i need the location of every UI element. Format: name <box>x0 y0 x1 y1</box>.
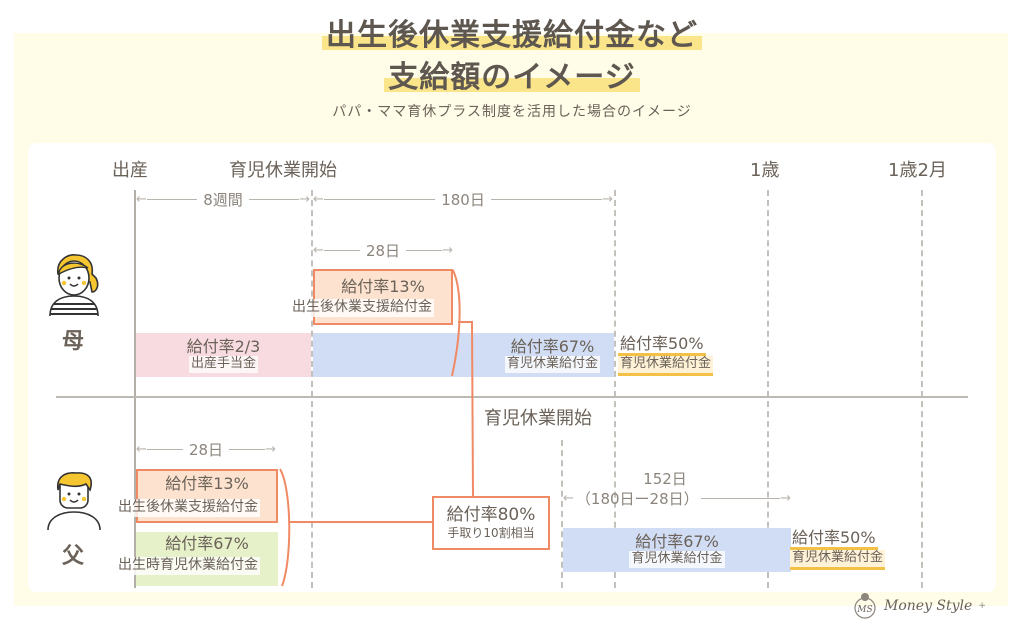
father-childcare-50-bar: 給付率50% 育児休業給付金 <box>790 527 925 571</box>
mother-avatar-icon <box>46 252 104 322</box>
mother-label: 母 <box>62 329 85 354</box>
brand-sup: + <box>978 601 986 611</box>
marker-age1-2m: 1歳2月 <box>888 160 947 181</box>
father-avatar-icon <box>46 470 104 536</box>
arrow-left-icon: ← <box>313 191 324 207</box>
arrow-right-icon: → <box>442 242 453 258</box>
father-postbirth-support-name: 出生後休業支援給付金 <box>116 499 260 517</box>
subtitle: パパ・ママ育休プラス制度を活用した場合のイメージ <box>332 104 692 120</box>
mother-leave-line <box>311 190 313 588</box>
arrow-left-icon: ← <box>313 242 324 258</box>
span-180days: ← 180日 → <box>313 190 614 209</box>
brand-logo: MS Money Style + <box>852 592 986 620</box>
title-line-2: 支給額のイメージ <box>0 52 1024 96</box>
divider-line <box>56 396 968 398</box>
father-label: 父 <box>62 544 85 569</box>
brand-mark-icon: MS <box>854 593 876 619</box>
father-birth-childcare-name: 出生時育児休業給付金 <box>116 557 260 575</box>
span-152days: ← （180日ー28日） → <box>563 489 791 508</box>
father-leave-line <box>561 440 563 588</box>
span-father-28days: ← 28日 → <box>136 440 276 459</box>
arrow-right-icon: → <box>780 490 791 506</box>
age1-2m-line <box>921 190 923 588</box>
mother-childcare-50-bar: 給付率50% 育児休業給付金 <box>618 334 758 376</box>
father-childcare-67-bar: 給付率67% 育児休業給付金 <box>563 528 791 572</box>
span-8weeks: ← 8週間 → <box>136 190 311 209</box>
arrow-left-icon: ← <box>136 191 147 207</box>
birth-line <box>134 190 136 588</box>
arrow-left-icon: ← <box>563 490 574 506</box>
age1-line <box>767 190 769 588</box>
arrow-left-icon: ← <box>136 441 147 457</box>
arrow-right-icon: → <box>265 441 276 457</box>
arrow-right-icon: → <box>602 191 614 207</box>
title-text-1: 出生後休業支援給付金など <box>322 18 702 53</box>
arrow-right-icon: → <box>299 191 311 207</box>
brand-name: Money Style <box>884 598 973 614</box>
day180-line <box>614 190 616 588</box>
title-text-2: 支給額のイメージ <box>384 60 640 95</box>
title-line-1: 出生後休業支援給付金など <box>0 10 1024 54</box>
callout-80-percent: 給付率80% 手取り10割相当 <box>432 496 550 550</box>
svg-text:MS: MS <box>856 605 872 615</box>
span-mother-28days: ← 28日 → <box>313 241 453 260</box>
marker-birth: 出産 <box>112 160 148 181</box>
mother-maternity-allowance-bar: 給付率2/3 出産手当金 <box>136 333 311 377</box>
father-leave-start-label: 育児休業開始 <box>484 408 592 429</box>
marker-age1: 1歳 <box>750 160 780 181</box>
span-152-label: 152日 <box>643 470 687 488</box>
mother-postbirth-support-name: 出生後休業支援給付金 <box>290 299 434 317</box>
marker-leave-start: 育児休業開始 <box>229 160 337 181</box>
mother-childcare-67-bar: 給付率67% 育児休業給付金 <box>313 333 614 377</box>
